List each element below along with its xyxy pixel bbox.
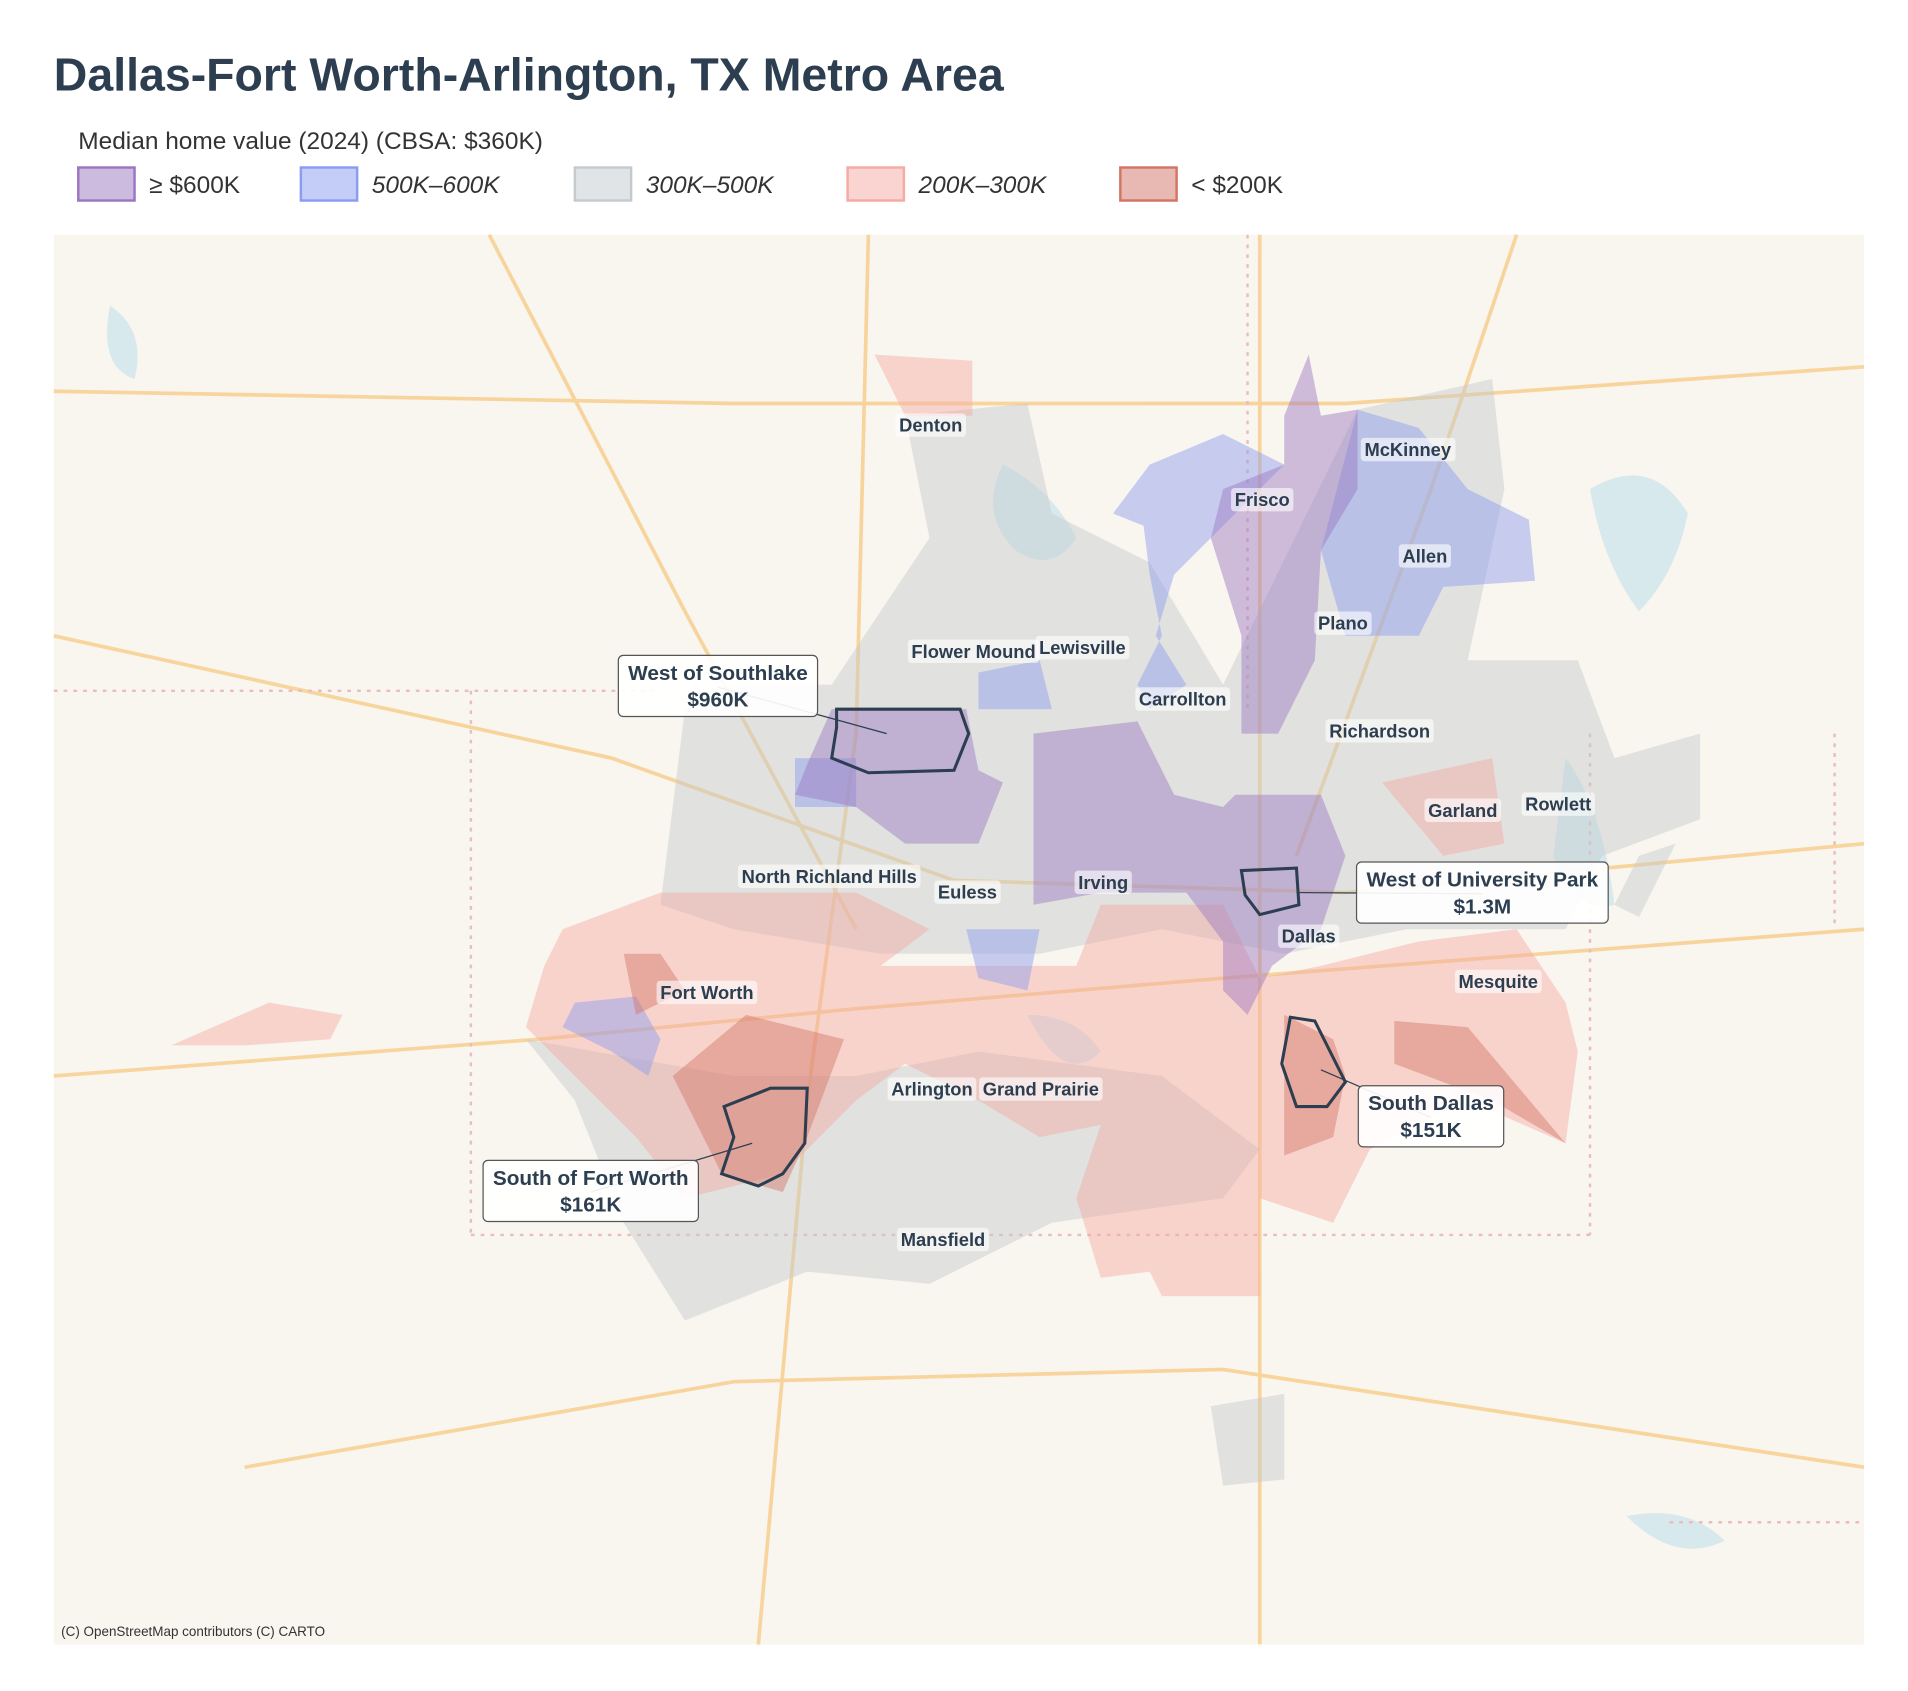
region: [1033, 721, 1346, 1015]
city-label: Plano: [1318, 613, 1368, 634]
legend-label: ≥ $600K: [149, 172, 241, 199]
city-label: Garland: [1428, 800, 1497, 821]
city-label: Grand Prairie: [983, 1079, 1099, 1100]
city-label-bg: [1314, 611, 1372, 635]
city-label: Mansfield: [901, 1229, 986, 1250]
city-label: Mesquite: [1459, 971, 1538, 992]
city-label-bg: [1074, 870, 1132, 895]
city-label-bg: [1135, 687, 1231, 711]
city-label: Frisco: [1235, 489, 1290, 510]
region: [874, 354, 973, 416]
legend-title: Median home value (2024) (CBSA: $360K): [78, 128, 543, 155]
city-label-bg: [887, 1077, 977, 1101]
callout-box: [1357, 1085, 1505, 1148]
city-label: Euless: [938, 882, 997, 903]
legend-label: 300K–500K: [646, 172, 775, 199]
callout-value: $161K: [560, 1194, 621, 1217]
callout-value: $151K: [1400, 1119, 1461, 1142]
region: [978, 660, 1052, 710]
city-label-bg: [934, 880, 1001, 904]
city-label: Irving: [1078, 872, 1128, 893]
city-label-bg: [979, 1077, 1103, 1101]
legend-swatch: [846, 166, 906, 202]
legend-swatch: [1119, 166, 1178, 202]
region: [966, 929, 1040, 991]
callout-box: [482, 1159, 700, 1223]
city-label-bg: [1521, 792, 1595, 816]
city-label-bg: [1278, 924, 1340, 948]
city-label-bg: [737, 864, 921, 889]
city-label: North Richland Hills: [742, 866, 917, 887]
city-label-bg: [656, 980, 758, 1005]
region: [171, 1002, 343, 1046]
region: [1614, 843, 1676, 918]
legend-swatch: [299, 166, 359, 202]
basemap: [53, 233, 1865, 1645]
callout-box: [617, 654, 819, 718]
city-label: Denton: [899, 415, 962, 436]
legend-swatch: [77, 166, 136, 202]
region: [562, 996, 661, 1076]
callout-name: West of Southlake: [628, 662, 808, 685]
legend-label: 200K–300K: [918, 172, 1048, 199]
region: [623, 953, 685, 1015]
region: [795, 758, 857, 807]
highlight-outline: [829, 707, 971, 775]
legend: ≥ $600K 500K–600K 300K–500K 200K–300K < $200…: [77, 166, 1284, 202]
city-label-bg: [895, 413, 966, 437]
highlight-outline: [1280, 1015, 1348, 1109]
attribution: (C) OpenStreetMap contributors (C) CARTO: [61, 1624, 325, 1639]
region: [795, 709, 1003, 844]
city-label-bg: [1360, 437, 1456, 462]
region: [1320, 409, 1535, 636]
callout-name: South of Fort Worth: [493, 1167, 689, 1190]
highlight-outline: [719, 1086, 809, 1188]
overlay: Denton McKinney Frisco Allen Plano Flower Mou…: [482, 413, 1609, 1252]
callout-value: $960K: [687, 689, 748, 712]
callout-box: [1355, 861, 1609, 924]
city-label: Richardson: [1329, 720, 1430, 741]
city-label: Fort Worth: [660, 982, 753, 1003]
legend-label: < $200K: [1191, 172, 1283, 199]
city-label-bg: [907, 639, 1040, 664]
city-label: Carrollton: [1139, 689, 1227, 710]
city-label-bg: [1325, 719, 1434, 743]
region: [1210, 1393, 1285, 1486]
city-label: Flower Mound: [911, 641, 1035, 662]
region: [1210, 354, 1358, 734]
highlight-outline: [1239, 866, 1301, 917]
city-label: Rowlett: [1525, 794, 1591, 815]
city-label-bg: [1231, 487, 1294, 512]
callout-value: $1.3M: [1454, 895, 1512, 918]
city-label-bg: [1424, 798, 1502, 822]
callout-name: West of University Park: [1367, 868, 1599, 891]
city-label-bg: [1398, 544, 1451, 568]
city-label-bg: [1454, 969, 1542, 994]
city-label-bg: [897, 1227, 989, 1252]
city-label: Arlington: [891, 1079, 972, 1100]
city-label: Lewisville: [1039, 637, 1126, 658]
city-label: Dallas: [1282, 926, 1336, 947]
region: [525, 1039, 1260, 1321]
legend-label: 500K–600K: [372, 172, 501, 199]
region: [1394, 1020, 1566, 1144]
title: Dallas-Fort Worth-Arlington, TX Metro Ar…: [54, 48, 1005, 100]
city-label: Allen: [1402, 545, 1447, 566]
legend-swatch: [573, 166, 633, 202]
city-label-bg: [1035, 635, 1130, 660]
callout-name: South Dallas: [1368, 1092, 1494, 1115]
city-label: McKinney: [1364, 439, 1451, 460]
